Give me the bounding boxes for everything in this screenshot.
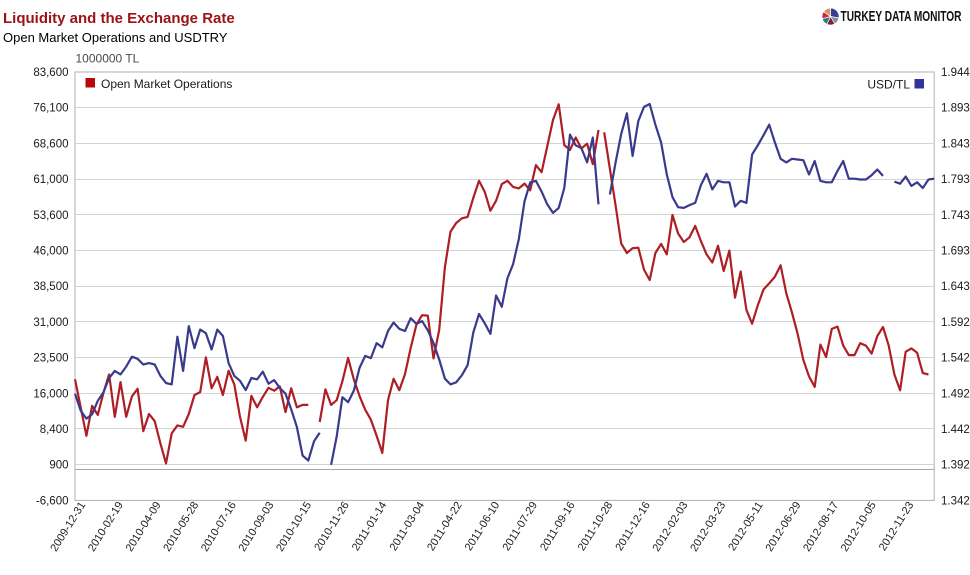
svg-text:61,000: 61,000 <box>33 174 68 186</box>
svg-text:53,600: 53,600 <box>33 210 68 222</box>
svg-text:1.944: 1.944 <box>941 67 970 79</box>
svg-text:46,000: 46,000 <box>33 246 68 258</box>
svg-text:76,100: 76,100 <box>33 103 68 115</box>
svg-text:Open Market Operations: Open Market Operations <box>101 77 232 91</box>
svg-text:USD/TL: USD/TL <box>867 78 910 92</box>
svg-text:1.843: 1.843 <box>941 138 970 150</box>
svg-text:1.643: 1.643 <box>941 281 970 293</box>
svg-text:1.442: 1.442 <box>941 424 970 436</box>
svg-text:1.342: 1.342 <box>941 495 970 507</box>
svg-text:Liquidity and the Exchange Rat: Liquidity and the Exchange Rate <box>3 10 235 27</box>
svg-text:83,600: 83,600 <box>33 67 68 79</box>
svg-text:1.492: 1.492 <box>941 388 970 400</box>
svg-text:23,500: 23,500 <box>33 353 68 365</box>
svg-text:1.743: 1.743 <box>941 210 970 222</box>
svg-text:16,000: 16,000 <box>33 388 68 400</box>
svg-text:Open Market Operations and USD: Open Market Operations and USDTRY <box>3 30 228 45</box>
svg-text:1.542: 1.542 <box>941 353 970 365</box>
svg-text:900: 900 <box>49 460 68 472</box>
svg-text:TURKEY DATA MONITOR: TURKEY DATA MONITOR <box>841 8 962 25</box>
svg-text:38,500: 38,500 <box>33 281 68 293</box>
svg-text:1.392: 1.392 <box>941 460 970 472</box>
svg-text:1000000 TL: 1000000 TL <box>76 52 140 66</box>
svg-text:8,400: 8,400 <box>40 424 69 436</box>
svg-text:1.693: 1.693 <box>941 246 970 258</box>
svg-text:1.793: 1.793 <box>941 174 970 186</box>
svg-text:31,000: 31,000 <box>33 317 68 329</box>
svg-text:68,600: 68,600 <box>33 138 68 150</box>
svg-text:-6,600: -6,600 <box>36 495 69 507</box>
svg-text:1.893: 1.893 <box>941 103 970 115</box>
svg-text:1.592: 1.592 <box>941 317 970 329</box>
